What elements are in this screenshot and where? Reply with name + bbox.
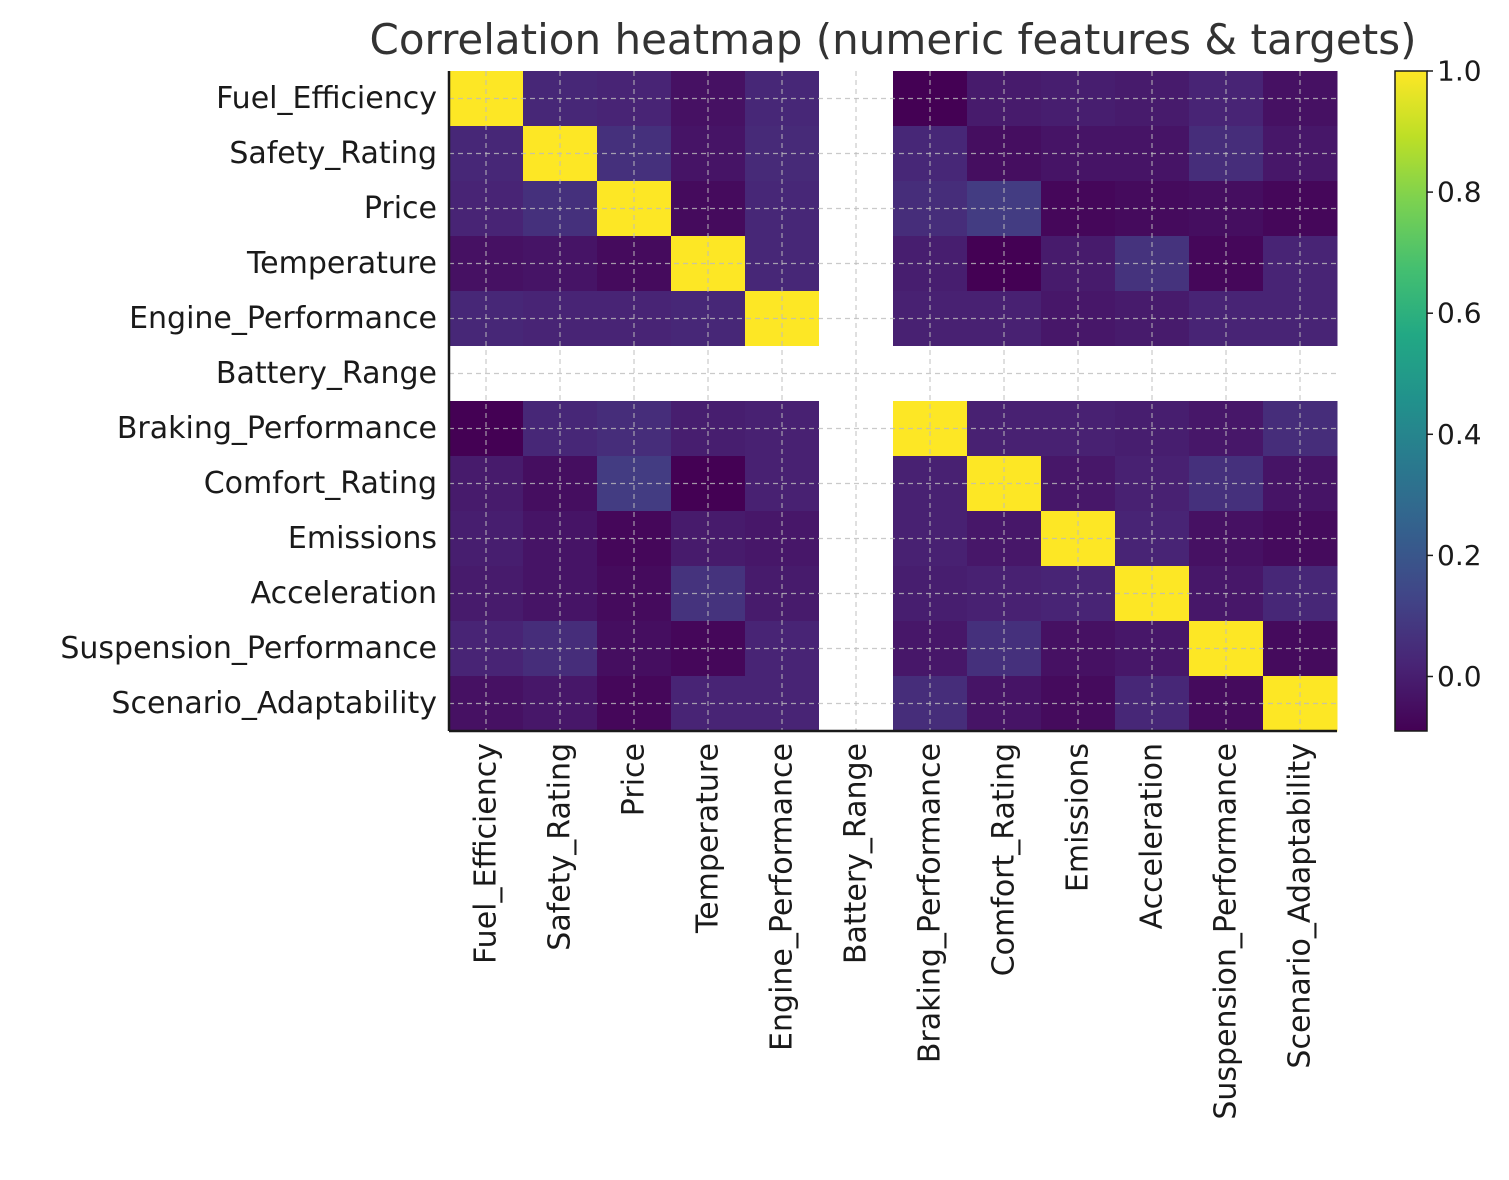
row-label: Acceleration <box>251 576 437 611</box>
heatmap-cell <box>671 401 746 457</box>
row-label: Suspension_Performance <box>60 631 437 666</box>
heatmap-axes <box>447 71 1337 733</box>
heatmap-cell <box>967 401 1042 457</box>
column-label: Fuel_Efficiency <box>469 743 504 964</box>
row-label: Emissions <box>288 521 437 556</box>
column-label: Suspension_Performance <box>1209 743 1244 1120</box>
column-label: Temperature <box>691 743 726 934</box>
colorbar-tick-label: 0.4 <box>1437 418 1482 451</box>
row-label: Scenario_Adaptability <box>111 686 437 721</box>
heatmap-gridlines <box>449 71 1337 731</box>
row-label: Fuel_Efficiency <box>216 81 437 116</box>
column-label: Acceleration <box>1135 743 1170 929</box>
heatmap-cells <box>449 71 1338 732</box>
column-label: Engine_Performance <box>765 743 800 1051</box>
row-labels: Fuel_Efficiency Safety_Rating Price Tempera… <box>60 81 437 721</box>
colorbar-tick-label: 0.0 <box>1437 660 1482 693</box>
row-label: Battery_Range <box>216 356 437 391</box>
row-label: Price <box>364 191 437 226</box>
colorbar-tick-label: 0.8 <box>1437 176 1482 209</box>
column-label: Scenario_Adaptability <box>1283 743 1318 1069</box>
row-label: Comfort_Rating <box>204 466 437 501</box>
row-label: Safety_Rating <box>229 136 437 171</box>
colorbar-tick-label: 0.6 <box>1437 297 1482 330</box>
column-label: Safety_Rating <box>543 743 578 951</box>
colorbar: 0.0 0.2 0.4 0.6 0.8 1.0 <box>1394 55 1482 732</box>
colorbar-tick-label: 0.2 <box>1437 539 1482 572</box>
colorbar-gradient <box>1394 70 1428 732</box>
column-labels: Fuel_Efficiency Safety_Rating Price Tempera… <box>469 743 1318 1120</box>
column-label: Emissions <box>1061 743 1096 892</box>
row-label: Braking_Performance <box>117 411 437 446</box>
row-label: Engine_Performance <box>129 301 437 336</box>
chart-title: Correlation heatmap (numeric features & … <box>370 15 1417 64</box>
column-label: Battery_Range <box>839 743 874 964</box>
row-label: Temperature <box>246 246 437 281</box>
column-label: Comfort_Rating <box>987 743 1022 976</box>
column-label: Price <box>617 743 652 816</box>
column-label: Braking_Performance <box>913 743 948 1063</box>
colorbar-tick-label: 1.0 <box>1437 55 1482 88</box>
